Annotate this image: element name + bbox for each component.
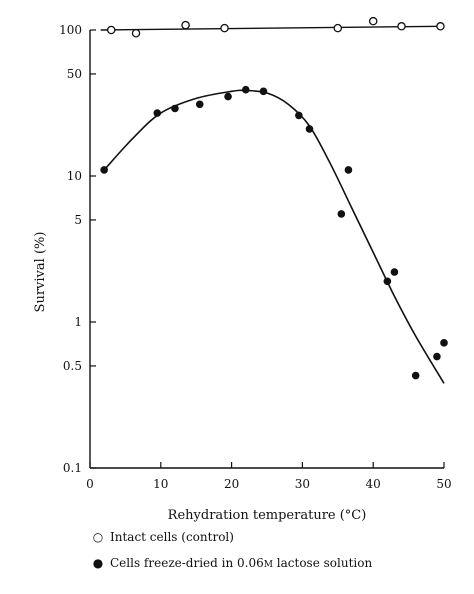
y-axis-label: Survival (%) (33, 232, 48, 313)
series-lines (100, 25, 445, 384)
axes (89, 30, 444, 469)
control-point (106, 25, 116, 35)
x-tick-label: 50 (436, 477, 451, 491)
y-tick-label: 50 (67, 67, 82, 81)
lactose-point (440, 339, 448, 347)
lactose-point (411, 371, 420, 380)
y-axis-ticks: 0.1 0.5 1 5 10 50 100 (59, 23, 96, 475)
lactose-point (305, 125, 314, 133)
lactose-point (344, 166, 353, 174)
lactose-curve (103, 89, 445, 384)
data-points (100, 16, 448, 380)
lactose-point (241, 85, 250, 94)
x-axis-label: Rehydration temperature (°C) (168, 508, 367, 523)
control-line (100, 25, 441, 31)
y-tick-label: 1 (74, 315, 82, 329)
filled-circle-icon: ● (92, 556, 104, 570)
lactose-point (195, 100, 204, 109)
lactose-point (171, 104, 179, 113)
lactose-point (433, 352, 441, 361)
lactose-point (259, 87, 268, 96)
y-tick-label: 5 (74, 213, 82, 227)
lactose-point (390, 268, 399, 276)
control-point (131, 29, 141, 38)
y-tick-label: 100 (59, 23, 82, 37)
lactose-point (295, 111, 303, 120)
control-point (181, 20, 190, 30)
legend-item-control: ○ Intact cells (control) (92, 530, 234, 544)
x-tick-label: 10 (153, 477, 168, 491)
lactose-point (100, 166, 108, 174)
lactose-point (224, 92, 232, 101)
control-point (436, 22, 445, 31)
x-axis-ticks: 0 10 20 30 40 50 (86, 462, 452, 491)
control-point (368, 16, 378, 26)
y-tick-label: 0.1 (63, 461, 82, 475)
legend-label-control: Intact cells (control) (110, 530, 234, 544)
legend-label-lactose: Cells freeze-dried in 0.06M lactose solu… (110, 556, 373, 570)
x-tick-label: 0 (86, 477, 94, 491)
control-point (220, 23, 229, 33)
x-tick-label: 40 (366, 477, 381, 491)
y-tick-label: 0.5 (63, 359, 82, 373)
control-point (397, 22, 406, 31)
x-tick-label: 30 (295, 477, 310, 491)
lactose-point (337, 210, 346, 218)
lactose-point (383, 277, 392, 286)
y-tick-label: 10 (67, 169, 82, 183)
legend-item-lactose: ● Cells freeze-dried in 0.06M lactose sol… (92, 556, 372, 570)
open-circle-icon: ○ (92, 530, 104, 544)
control-point (333, 23, 343, 33)
x-tick-label: 20 (224, 477, 239, 491)
lactose-point (153, 109, 162, 117)
